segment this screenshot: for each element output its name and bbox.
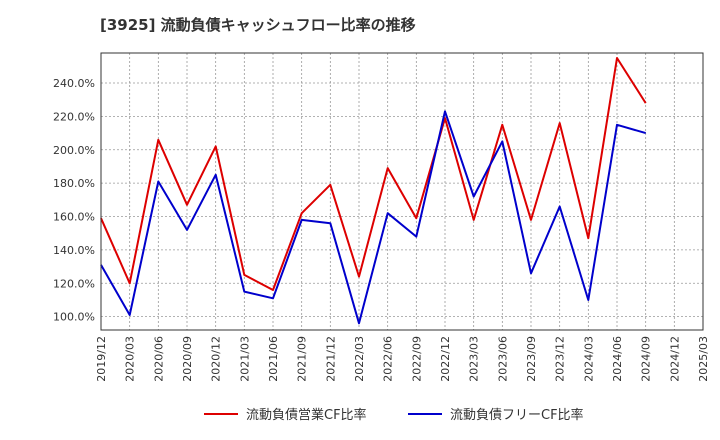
x-tick-label: 2020/06	[152, 336, 165, 382]
x-tick-label: 2019/12	[95, 336, 108, 382]
x-axis: 2019/12 2020/03 2020/06 2020/09 2020/12 2021/…	[95, 336, 710, 382]
series-line-1	[100, 57, 647, 291]
x-tick-label: 2023/12	[554, 336, 567, 382]
x-tick-label: 2024/09	[640, 336, 653, 382]
y-tick-label: 140.0%	[53, 244, 95, 257]
series-line-2	[100, 110, 646, 325]
y-axis: 100.0% 120.0% 140.0% 160.0% 180.0% 200.0% 220.…	[53, 77, 95, 324]
y-tick-label: 180.0%	[53, 177, 95, 190]
y-tick-label: 100.0%	[53, 311, 95, 324]
x-tick-label: 2023/06	[496, 336, 509, 382]
x-tick-label: 2020/03	[124, 336, 137, 382]
y-tick-label: 120.0%	[53, 277, 95, 290]
x-tick-label: 2025/03	[697, 336, 710, 382]
legend: 流動負債営業CF比率 流動負債フリーCF比率	[204, 407, 584, 423]
y-tick-label: 160.0%	[53, 211, 95, 224]
x-tick-label: 2020/09	[181, 336, 194, 382]
x-tick-label: 2023/09	[525, 336, 538, 382]
x-tick-label: 2023/03	[468, 336, 481, 382]
x-tick-label: 2024/12	[668, 336, 681, 382]
y-tick-label: 240.0%	[53, 77, 95, 90]
y-tick-label: 200.0%	[53, 144, 95, 157]
x-tick-label: 2021/06	[267, 336, 280, 382]
legend-label-2: 流動負債フリーCF比率	[450, 407, 584, 423]
x-tick-label: 2021/09	[296, 336, 309, 382]
x-tick-label: 2024/03	[582, 336, 595, 382]
x-tick-label: 2021/03	[238, 336, 251, 382]
x-tick-label: 2022/03	[353, 336, 366, 382]
x-tick-label: 2020/12	[210, 336, 223, 382]
x-tick-label: 2022/09	[410, 336, 423, 382]
series-lines	[100, 57, 647, 325]
x-tick-label: 2022/06	[382, 336, 395, 382]
x-tick-label: 2024/06	[611, 336, 624, 382]
x-tick-label: 2021/12	[324, 336, 337, 382]
x-tick-label: 2022/12	[439, 336, 452, 382]
chart-title: [3925] 流動負債キャッシュフロー比率の推移	[100, 16, 416, 34]
legend-label-1: 流動負債営業CF比率	[246, 407, 367, 423]
y-tick-label: 220.0%	[53, 110, 95, 123]
plot-frame	[100, 52, 704, 331]
